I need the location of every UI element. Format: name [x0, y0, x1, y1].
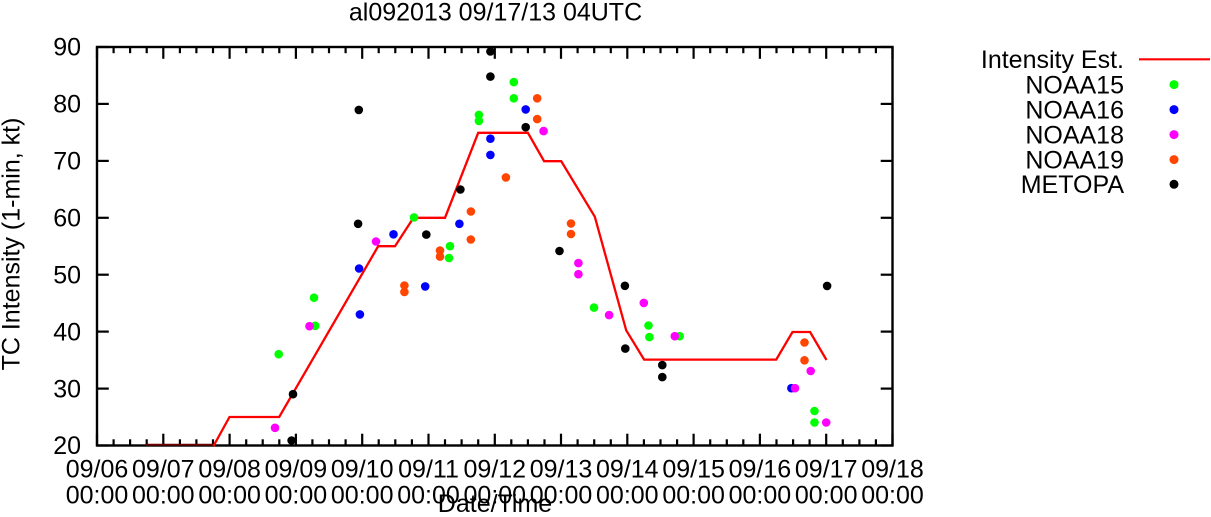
svg-text:Intensity Est.: Intensity Est.: [981, 46, 1124, 74]
svg-text:00:00: 00:00: [464, 482, 527, 510]
svg-text:00:00: 00:00: [331, 482, 394, 510]
svg-text:70: 70: [53, 148, 81, 176]
svg-text:Date/Time: Date/Time: [438, 490, 552, 517]
svg-text:00:00: 00:00: [265, 482, 328, 510]
svg-text:00:00: 00:00: [66, 482, 129, 510]
svg-text:09/18: 09/18: [861, 456, 924, 484]
svg-text:00:00: 00:00: [530, 482, 593, 510]
svg-text:90: 90: [53, 34, 81, 62]
svg-text:NOAA19: NOAA19: [1025, 146, 1124, 174]
svg-text:09/16: 09/16: [729, 456, 792, 484]
svg-text:TC Intensity (1-min, kt): TC Intensity (1-min, kt): [0, 118, 26, 371]
svg-text:09/10: 09/10: [331, 456, 394, 484]
svg-text:09/12: 09/12: [464, 456, 527, 484]
svg-text:50: 50: [53, 261, 81, 289]
svg-text:NOAA15: NOAA15: [1025, 71, 1124, 99]
svg-text:00:00: 00:00: [132, 482, 195, 510]
svg-text:09/09: 09/09: [265, 456, 328, 484]
svg-text:09/08: 09/08: [198, 456, 261, 484]
svg-text:00:00: 00:00: [662, 482, 725, 510]
svg-text:al092013 09/17/13 04UTC: al092013 09/17/13 04UTC: [349, 0, 642, 26]
svg-text:NOAA18: NOAA18: [1025, 121, 1124, 149]
svg-text:00:00: 00:00: [596, 482, 659, 510]
svg-text:METOPA: METOPA: [1021, 171, 1125, 199]
svg-text:09/13: 09/13: [530, 456, 593, 484]
svg-text:00:00: 00:00: [861, 482, 924, 510]
svg-text:09/14: 09/14: [596, 456, 659, 484]
svg-text:00:00: 00:00: [795, 482, 858, 510]
svg-text:00:00: 00:00: [198, 482, 261, 510]
svg-text:30: 30: [53, 375, 81, 403]
svg-text:40: 40: [53, 318, 81, 346]
svg-text:09/15: 09/15: [662, 456, 725, 484]
svg-text:20: 20: [53, 432, 81, 460]
svg-text:00:00: 00:00: [397, 482, 460, 510]
svg-text:60: 60: [53, 205, 81, 233]
svg-text:NOAA16: NOAA16: [1025, 96, 1124, 124]
svg-text:09/06: 09/06: [66, 456, 129, 484]
svg-text:09/07: 09/07: [132, 456, 195, 484]
svg-text:80: 80: [53, 91, 81, 119]
svg-text:09/17: 09/17: [795, 456, 858, 484]
svg-text:00:00: 00:00: [729, 482, 792, 510]
svg-text:09/11: 09/11: [398, 456, 459, 484]
